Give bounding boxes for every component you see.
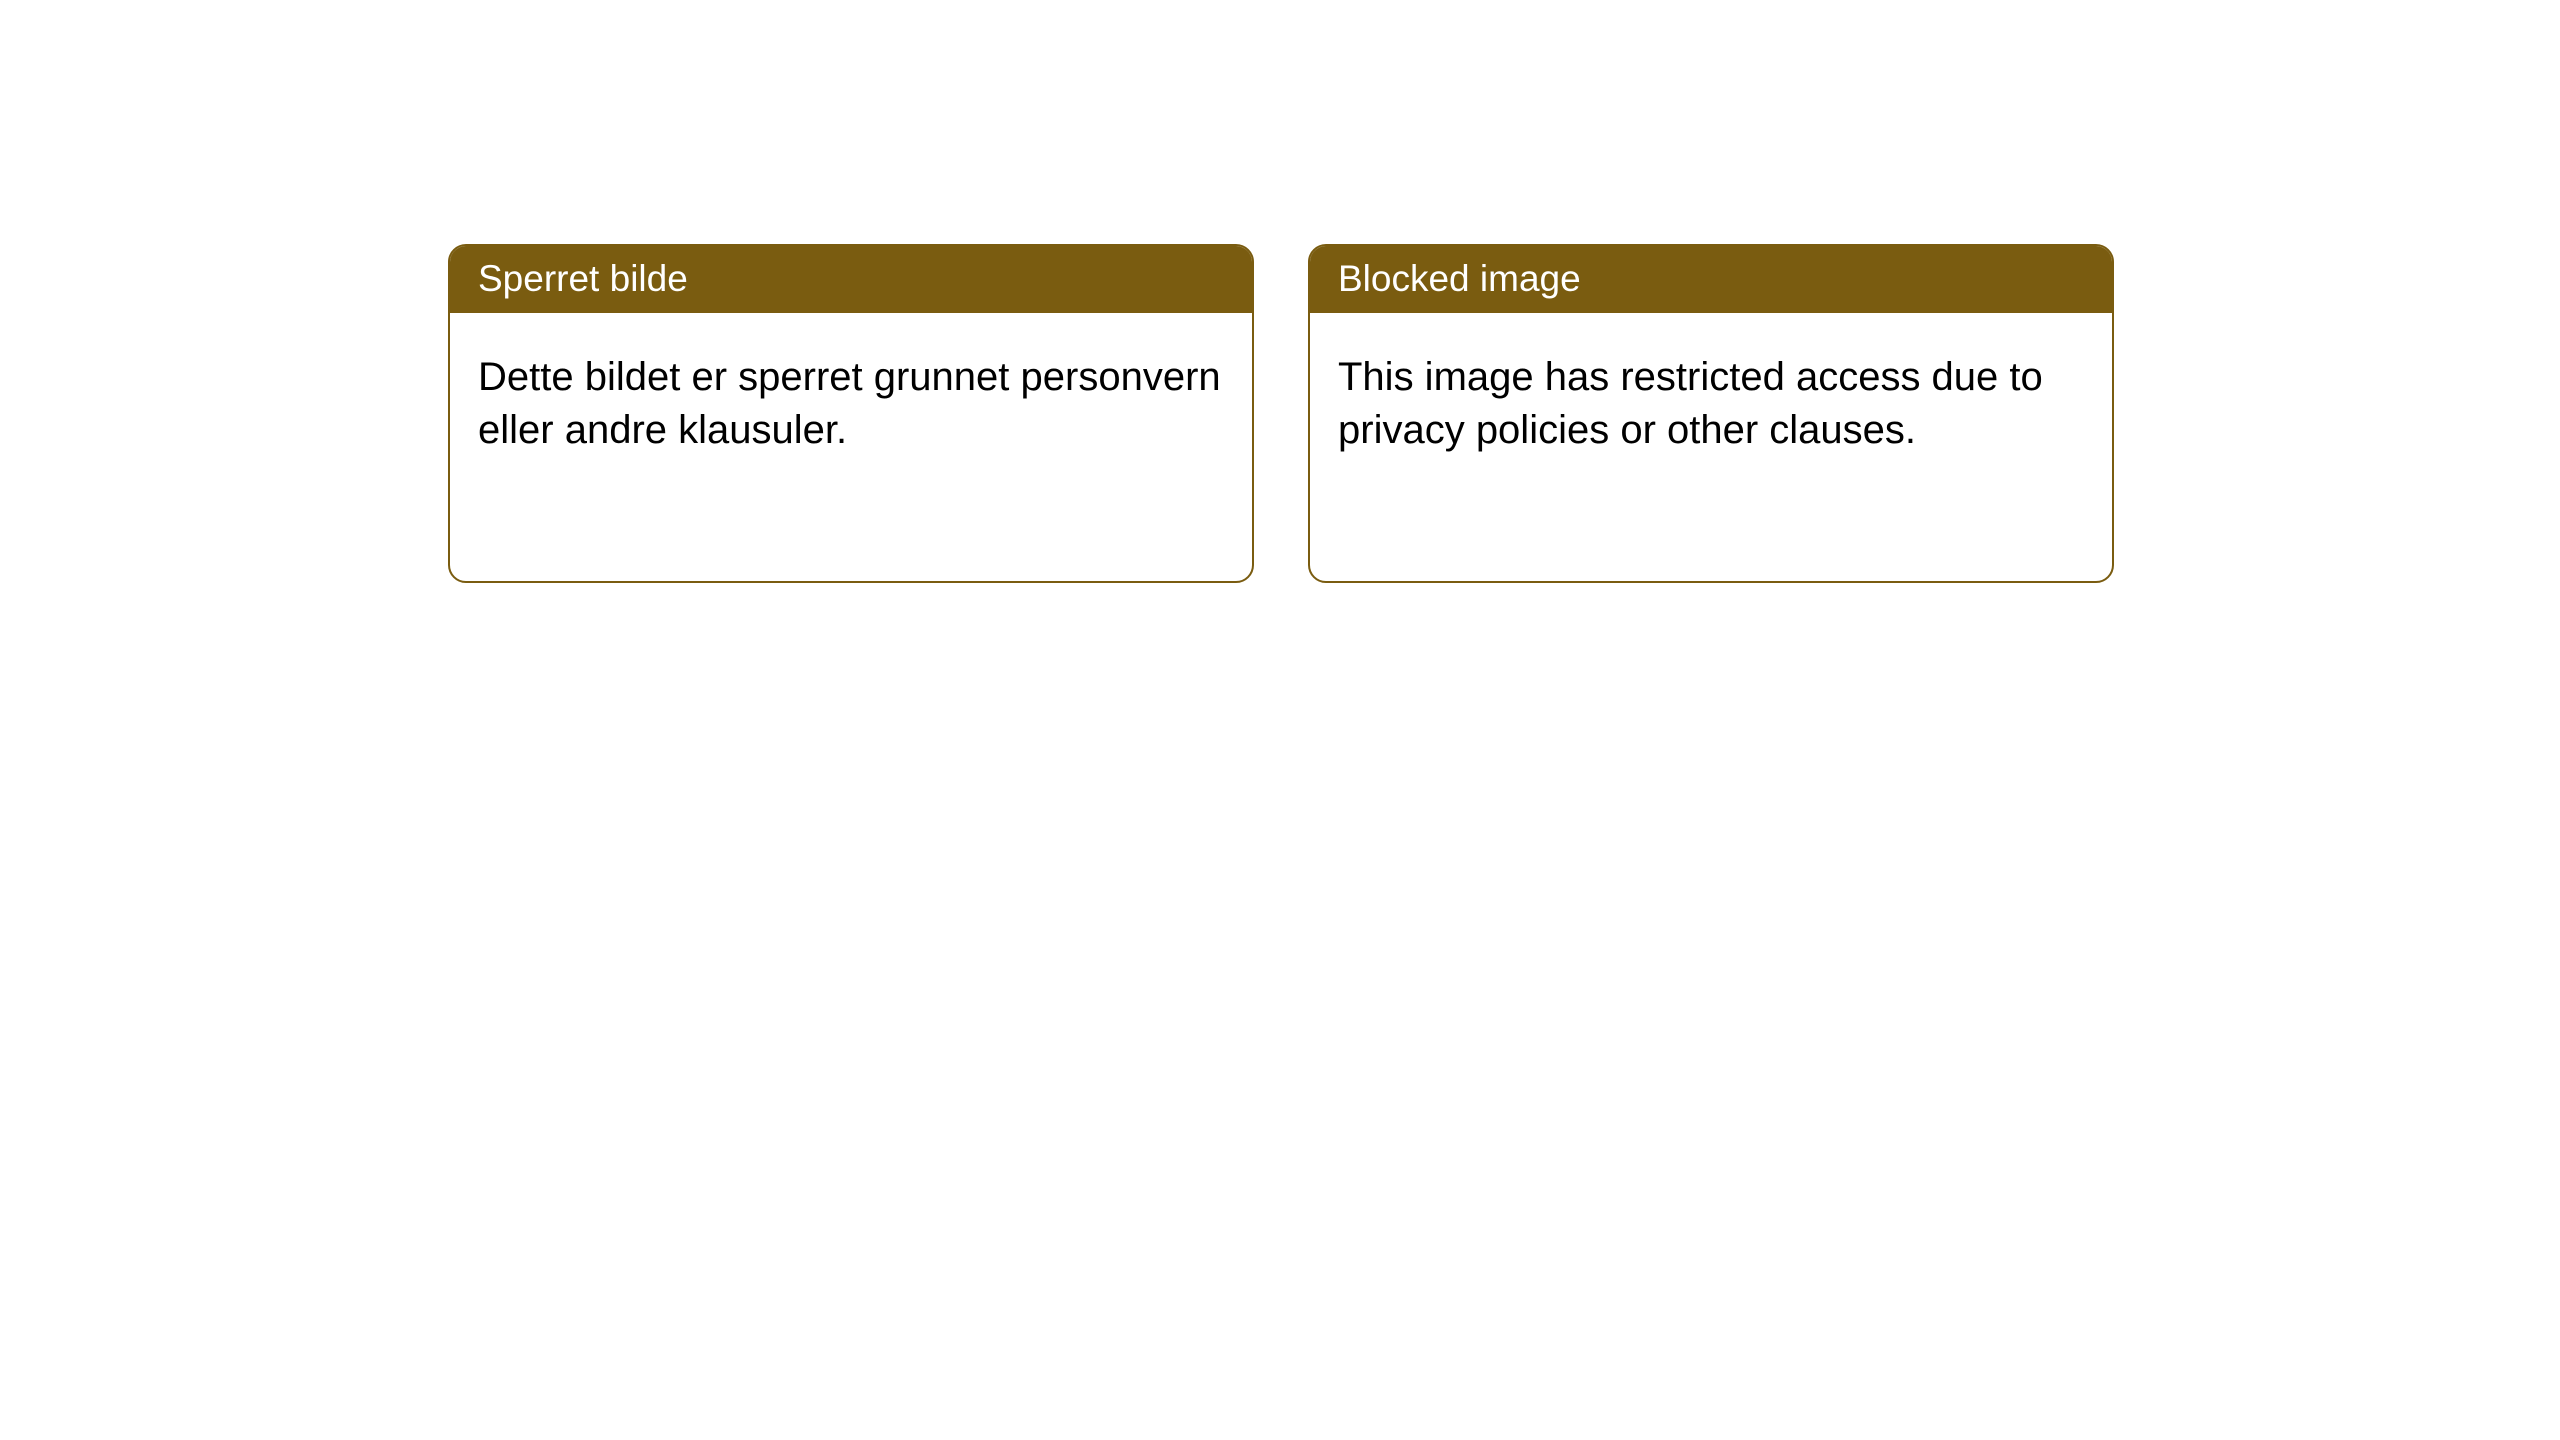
notice-title-english: Blocked image xyxy=(1310,246,2112,313)
notice-title-norwegian: Sperret bilde xyxy=(450,246,1252,313)
notice-body-norwegian: Dette bildet er sperret grunnet personve… xyxy=(450,313,1252,581)
notice-card-english: Blocked image This image has restricted … xyxy=(1308,244,2114,583)
notice-container: Sperret bilde Dette bildet er sperret gr… xyxy=(0,0,2560,583)
notice-body-english: This image has restricted access due to … xyxy=(1310,313,2112,581)
notice-card-norwegian: Sperret bilde Dette bildet er sperret gr… xyxy=(448,244,1254,583)
